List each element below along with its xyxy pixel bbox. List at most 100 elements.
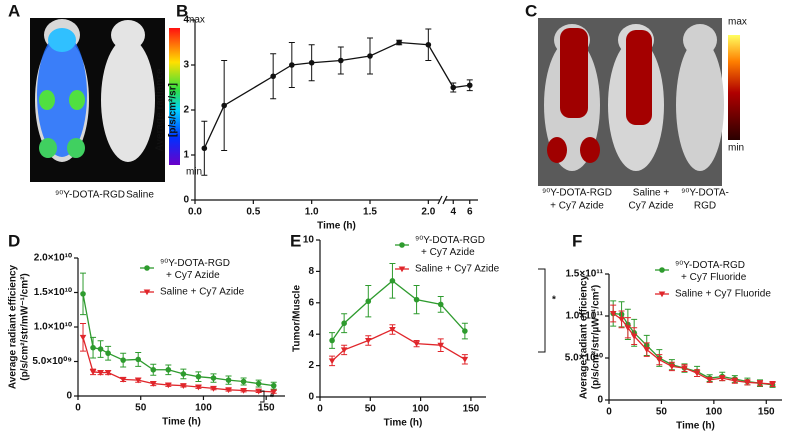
legend-line-text: ⁹⁰Y-DOTA-RGD	[415, 235, 485, 246]
series-line	[612, 312, 773, 385]
x-tick-label: 0	[75, 403, 81, 414]
bracket	[538, 268, 546, 353]
axis-break	[437, 195, 443, 205]
y-tick-label: 3	[183, 60, 189, 71]
data-point	[329, 337, 335, 344]
data-point	[668, 363, 676, 370]
data-point	[399, 242, 405, 248]
data-point	[656, 357, 663, 363]
x-axis-label: Time (h)	[162, 417, 201, 428]
scale-min: min	[186, 167, 202, 178]
data-point	[97, 346, 104, 352]
x-tick-label: 4	[450, 207, 456, 218]
data-point	[413, 341, 420, 347]
x-tick-label: 50	[365, 404, 377, 415]
data-point	[195, 384, 202, 391]
y-tick-label: 0	[66, 391, 72, 402]
data-point	[769, 381, 776, 388]
scale-max: max	[728, 17, 747, 28]
y-tick-label: 5.0×10¹⁰	[565, 353, 603, 364]
image-label: + Cy7 Azide	[550, 201, 604, 212]
x-tick-label: 6	[467, 207, 473, 218]
data-point	[165, 382, 172, 389]
series	[201, 28, 473, 176]
legend-line-text: + Cy7 Azide	[421, 247, 475, 258]
x-tick-label: 100	[412, 404, 429, 415]
annotation: *	[270, 393, 274, 404]
data-point	[255, 388, 262, 395]
data-point	[270, 389, 278, 396]
data-point	[462, 328, 468, 334]
legend-line-text: ⁹⁰Y-DOTA-RGD	[675, 260, 745, 271]
series	[329, 263, 468, 349]
legend-label: ⁹⁰Y-DOTA-RGD + Cy7 Azide	[415, 235, 485, 258]
data-point	[79, 334, 87, 341]
data-point	[624, 325, 632, 332]
x-axis-label: Time (h)	[384, 418, 423, 429]
x-tick-label: 0.5	[246, 207, 260, 218]
image-a	[30, 18, 180, 182]
series	[328, 324, 469, 367]
series-line	[203, 41, 470, 149]
data-point	[180, 371, 187, 377]
data-point	[389, 326, 396, 333]
data-point	[437, 301, 444, 308]
data-point	[289, 62, 295, 68]
x-tick-label: 50	[656, 407, 668, 418]
y-tick-label: 0	[183, 195, 189, 206]
x-tick-label: 1.5	[363, 207, 377, 218]
data-point	[165, 366, 172, 373]
data-point	[731, 378, 739, 384]
y-axis-label: [p/s/cm²/sr]	[168, 83, 179, 137]
x-tick-label: 2.0	[421, 207, 435, 218]
x-tick-label: 150	[758, 407, 775, 418]
scale-min: min	[728, 143, 744, 154]
data-point	[413, 296, 420, 303]
data-point	[120, 357, 126, 363]
data-point	[609, 310, 617, 317]
y-tick-label: 2.0×10¹⁰	[34, 253, 72, 264]
data-point	[221, 102, 227, 109]
data-point	[89, 369, 97, 376]
data-point	[195, 373, 202, 380]
y-tick-label: 1.0×10¹⁰	[34, 322, 72, 333]
legend-line-text: + Cy7 Azide	[166, 270, 220, 281]
bracket	[260, 390, 265, 403]
annotation: *	[552, 295, 556, 306]
panel-letter: B	[176, 1, 188, 20]
data-point	[389, 278, 396, 284]
series-line	[331, 279, 466, 341]
data-point	[706, 377, 713, 384]
panel-letter: C	[525, 1, 537, 20]
data-point	[718, 375, 726, 382]
legend-label: ⁹⁰Y-DOTA-RGD + Cy7 Azide	[160, 258, 230, 281]
legend-label: ⁹⁰Y-DOTA-RGD + Cy7 Fluoride	[675, 260, 747, 283]
data-point	[90, 344, 96, 351]
y-tick-label: 8	[308, 266, 314, 277]
legend-line-text: ⁹⁰Y-DOTA-RGD	[160, 258, 230, 269]
panel-letter: E	[290, 231, 301, 250]
y-tick-label: 1	[183, 150, 189, 161]
panel-letter: A	[8, 1, 20, 20]
y-axis-label: Average radiance	[155, 68, 166, 151]
data-point	[659, 267, 665, 273]
data-point	[225, 387, 232, 394]
y-tick-label: 0	[308, 392, 314, 403]
data-point	[80, 291, 86, 297]
data-point	[150, 366, 157, 373]
data-point	[308, 59, 315, 66]
series-line	[613, 312, 773, 386]
data-point	[398, 266, 406, 273]
y-tick-label: 1.5×10¹⁰	[34, 287, 72, 298]
data-point	[270, 73, 276, 80]
y-tick-label: 1.5×10¹¹	[565, 269, 603, 280]
series	[80, 272, 277, 390]
data-point	[105, 350, 111, 357]
x-tick-label: 100	[706, 407, 723, 418]
legend-label: Saline + Cy7 Azide	[160, 287, 245, 298]
data-point	[201, 145, 208, 152]
x-axis-label: Time (h)	[317, 221, 356, 232]
data-point	[744, 379, 751, 386]
y-axis-label: Tumor/Muscle	[292, 285, 303, 352]
data-point	[693, 370, 701, 377]
